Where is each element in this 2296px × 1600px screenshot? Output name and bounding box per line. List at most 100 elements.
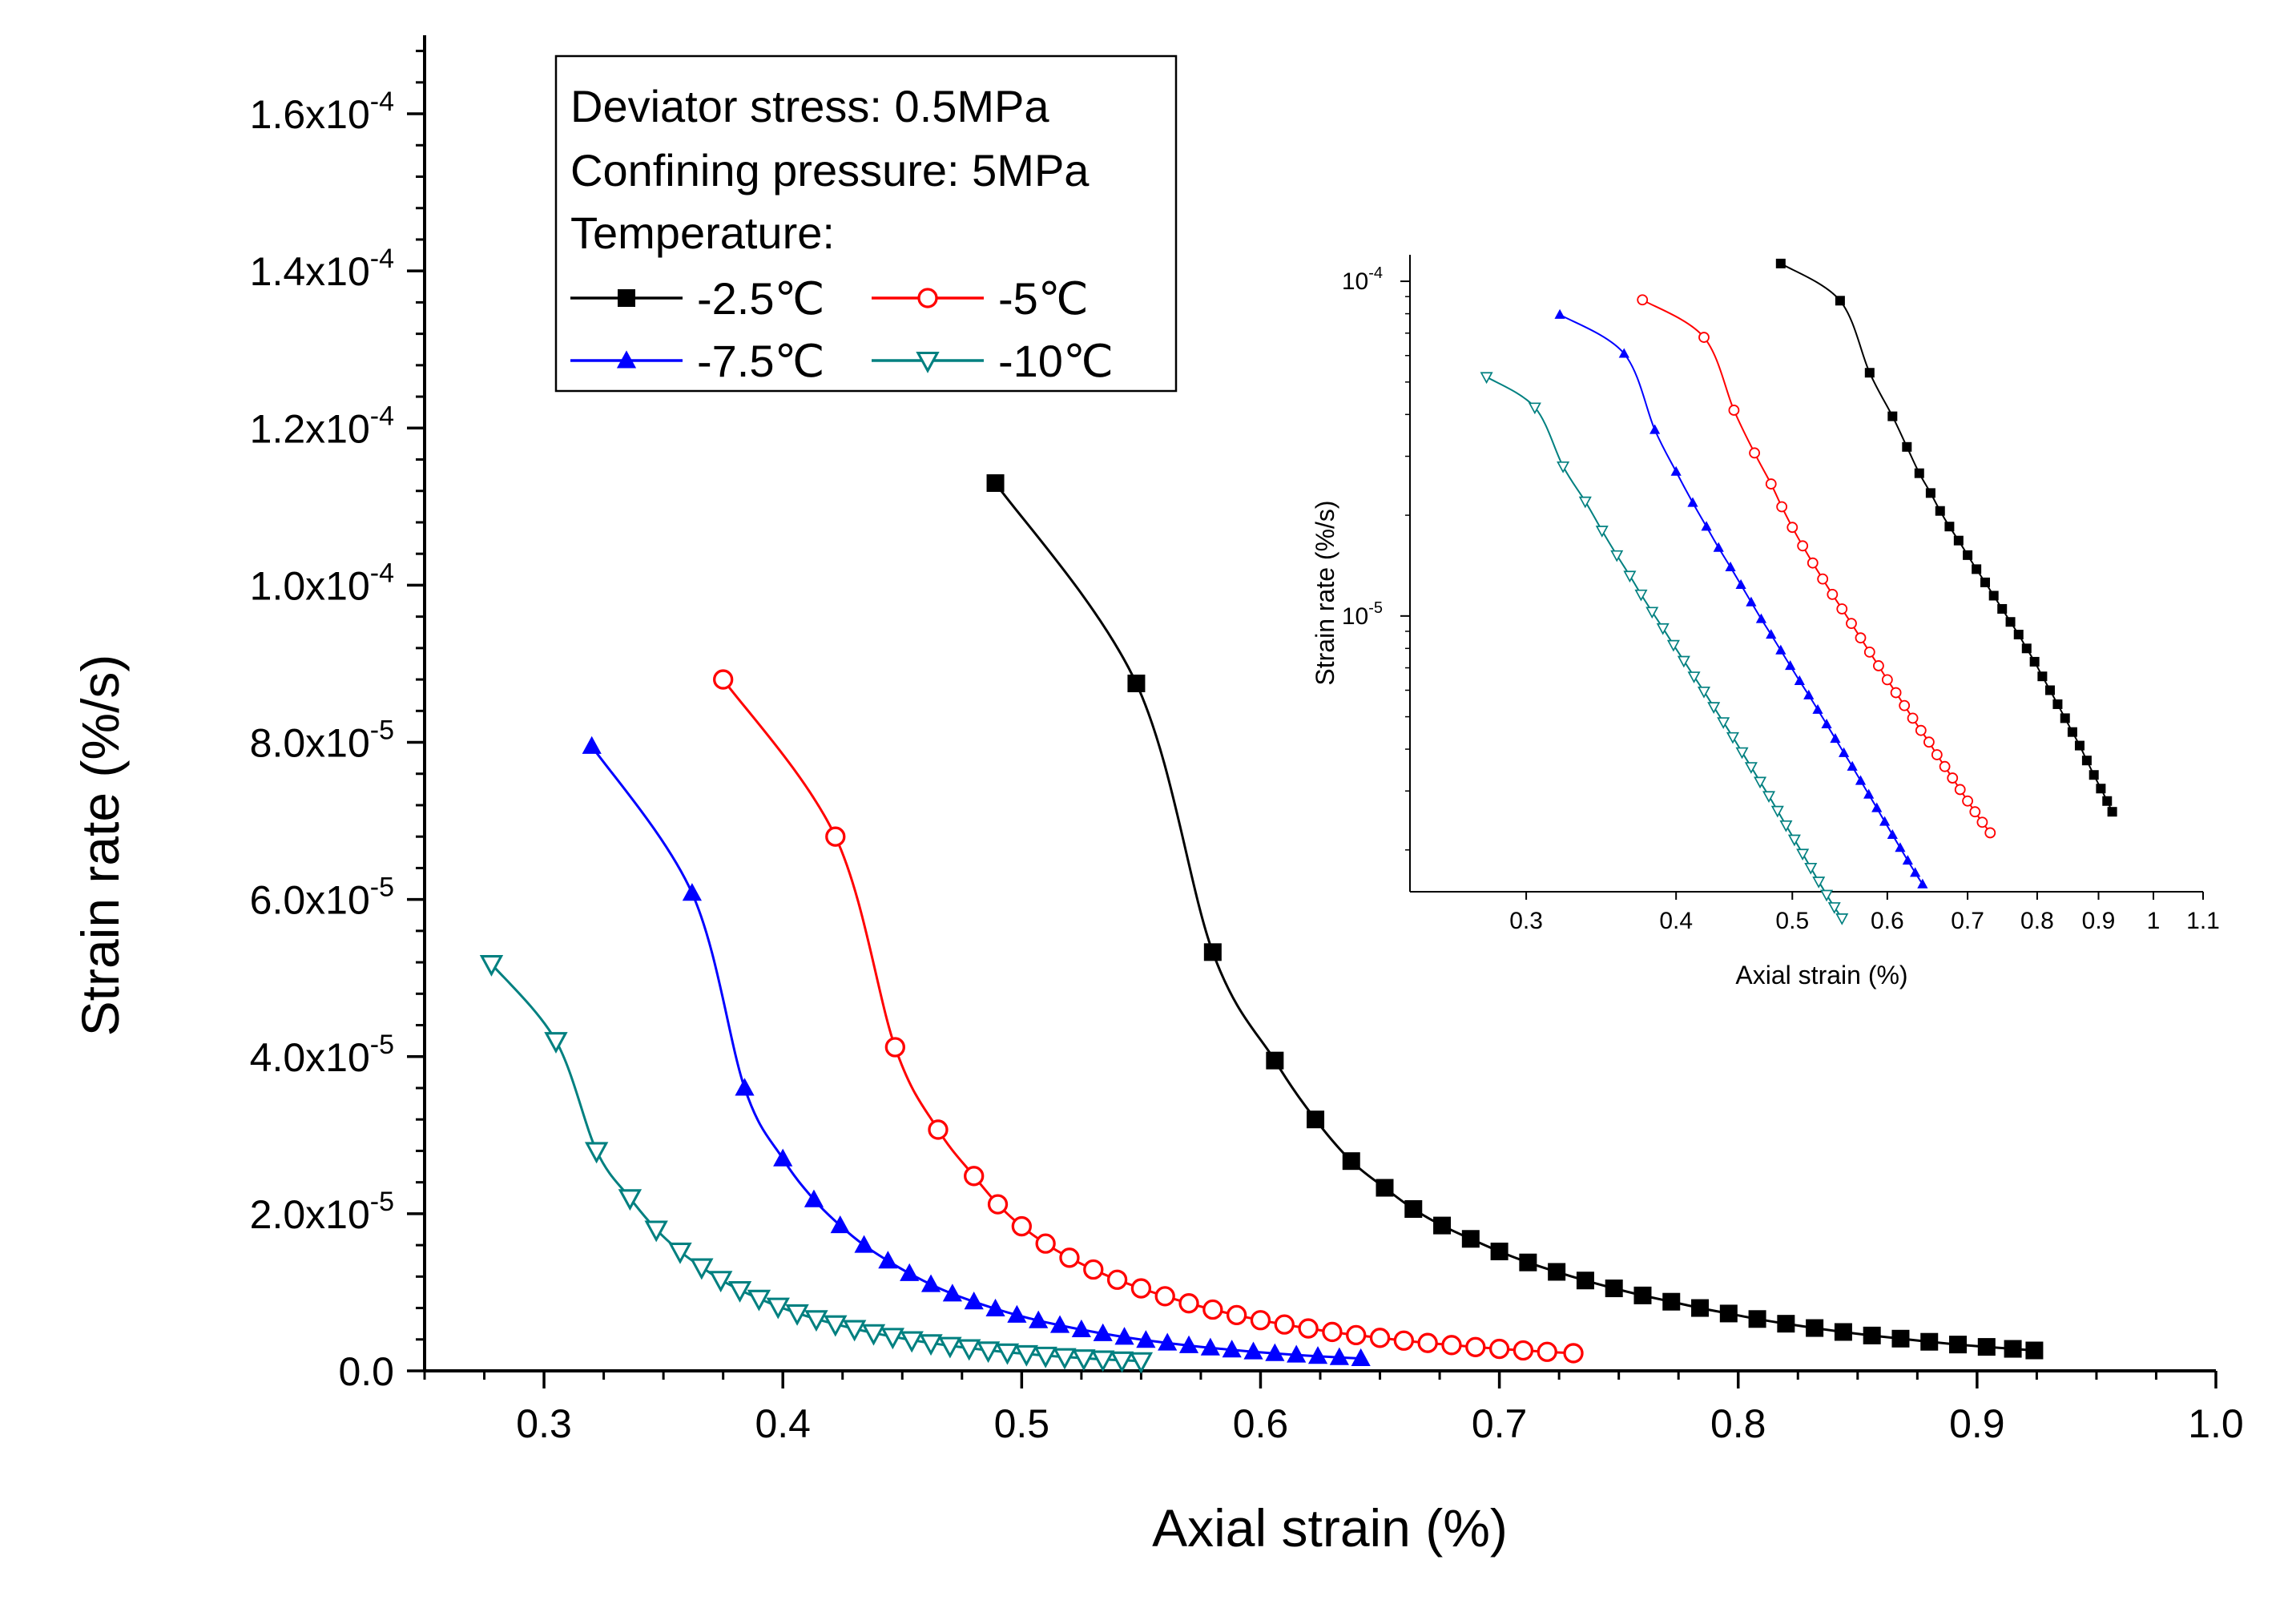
data-point <box>2004 1340 2022 1358</box>
data-point <box>1033 1346 1057 1368</box>
inset-data-point <box>1645 607 1659 619</box>
data-point <box>690 1258 714 1280</box>
inset-data-point <box>2096 784 2106 794</box>
data-point <box>1072 1349 1096 1372</box>
data-point <box>854 1235 874 1253</box>
inset-data-point <box>1980 577 1991 587</box>
data-point <box>1441 1335 1462 1356</box>
inset-y-tick-label: 10-5 <box>1342 599 1383 630</box>
data-point <box>1014 1344 1038 1367</box>
data-point <box>727 1280 752 1303</box>
y-tick-label: 1.4x10-4 <box>250 244 394 294</box>
x-tick-label: 0.6 <box>1233 1401 1289 1446</box>
data-point <box>1178 1293 1199 1314</box>
data-point <box>825 826 846 847</box>
data-point <box>1266 1051 1284 1070</box>
data-point <box>804 1189 824 1207</box>
data-point <box>1130 1278 1152 1299</box>
y-tick-label: 1.2x10-4 <box>250 401 394 451</box>
inset-data-point <box>1997 603 2008 614</box>
inset-axes <box>1409 255 2203 893</box>
data-point <box>1071 1319 1091 1338</box>
inset-data-point <box>1735 578 1746 589</box>
y-axis-title: Strain rate (%/s) <box>70 655 130 1037</box>
inset-data-point <box>1610 550 1624 562</box>
inset-data-point <box>1762 791 1776 804</box>
inset-data-point <box>1797 540 1809 552</box>
data-point <box>884 1037 905 1058</box>
inset-data-point <box>1847 760 1858 771</box>
data-point <box>1461 1230 1480 1248</box>
inset-data-point <box>1554 308 1565 319</box>
data-point <box>900 1263 920 1281</box>
data-point <box>1519 1253 1537 1272</box>
data-point <box>1465 1336 1486 1357</box>
inset-data-point <box>1899 699 1911 711</box>
inset-data-point <box>1817 573 1829 585</box>
y-tick-label: 2.0x10-5 <box>250 1187 394 1237</box>
data-point <box>861 1324 886 1346</box>
data-point <box>1110 1351 1134 1373</box>
inset-x-tick-label: 0.3 <box>1509 908 1543 934</box>
inset-data-point <box>1944 522 1955 532</box>
inset-data-point <box>1623 570 1637 583</box>
data-point <box>1049 1315 1070 1333</box>
data-point <box>1136 1330 1156 1348</box>
data-point <box>1129 1352 1154 1374</box>
inset-x-tick-label: 1.1 <box>2186 908 2220 934</box>
inset-data-point <box>1735 747 1749 760</box>
inset-data-point <box>1863 788 1875 799</box>
data-point <box>1376 1179 1394 1197</box>
data-point <box>1977 1338 1996 1356</box>
inset-data-point <box>1749 447 1760 459</box>
inset-data-point <box>1864 368 1875 378</box>
inset-data-point <box>1902 441 1912 452</box>
inset-series-2 <box>1554 308 1928 889</box>
legend-label: -10℃ <box>998 336 1114 386</box>
legend-box <box>554 54 1178 393</box>
inset-data-point <box>1807 557 1819 569</box>
inset-data-point <box>2102 796 2113 806</box>
data-point <box>1342 1152 1360 1171</box>
inset-data-point <box>1766 629 1777 639</box>
inset-data-point <box>1855 775 1867 785</box>
inset-data-point <box>1697 686 1711 699</box>
data-point <box>1178 1335 1199 1353</box>
inset-data-point <box>1835 913 1849 925</box>
data-point <box>1307 1110 1325 1129</box>
inset-data-point <box>1935 506 1945 516</box>
inset-data-point <box>2107 807 2117 817</box>
y-tick-label: 1.6x10-4 <box>250 87 394 137</box>
inset-data-point <box>1839 747 1850 757</box>
data-point <box>987 1194 1009 1215</box>
inset-data-point <box>2021 643 2032 654</box>
data-point <box>976 1341 1001 1364</box>
inset-data-point <box>1687 497 1698 507</box>
inset-data-point <box>1907 712 1919 724</box>
inset-data-point <box>1821 718 1832 729</box>
data-point <box>1576 1272 1594 1290</box>
inset-data-point <box>1925 488 1935 498</box>
legend: Deviator stress: 0.5MPa Confining pressu… <box>554 54 1178 393</box>
data-point <box>1605 1280 1623 1298</box>
data-point <box>1920 1332 1939 1351</box>
inset-data-point <box>1687 671 1701 683</box>
inset-data-point <box>1910 867 1921 877</box>
data-point <box>1563 1343 1584 1364</box>
y-tick-label: 8.0x10-5 <box>250 715 394 766</box>
inset-data-point <box>1895 842 1906 852</box>
data-point <box>682 883 703 901</box>
x-tick-label: 0.3 <box>516 1401 572 1446</box>
legend-entry: -2.5℃ <box>570 273 824 324</box>
inset-x-tick-label: 0.4 <box>1659 908 1693 934</box>
inset-data-point <box>1953 535 1964 546</box>
inset-data-point <box>1846 618 1857 630</box>
data-point <box>1891 1329 1910 1348</box>
inset-data-point <box>1578 496 1592 509</box>
inset-data-point <box>1873 660 1884 671</box>
inset-data-point <box>1666 639 1680 652</box>
inset-data-point <box>1890 687 1902 699</box>
data-point <box>830 1215 850 1234</box>
annotation-temperature: Temperature: <box>570 208 835 258</box>
inset-x-tick-label: 0.6 <box>1871 908 1904 934</box>
